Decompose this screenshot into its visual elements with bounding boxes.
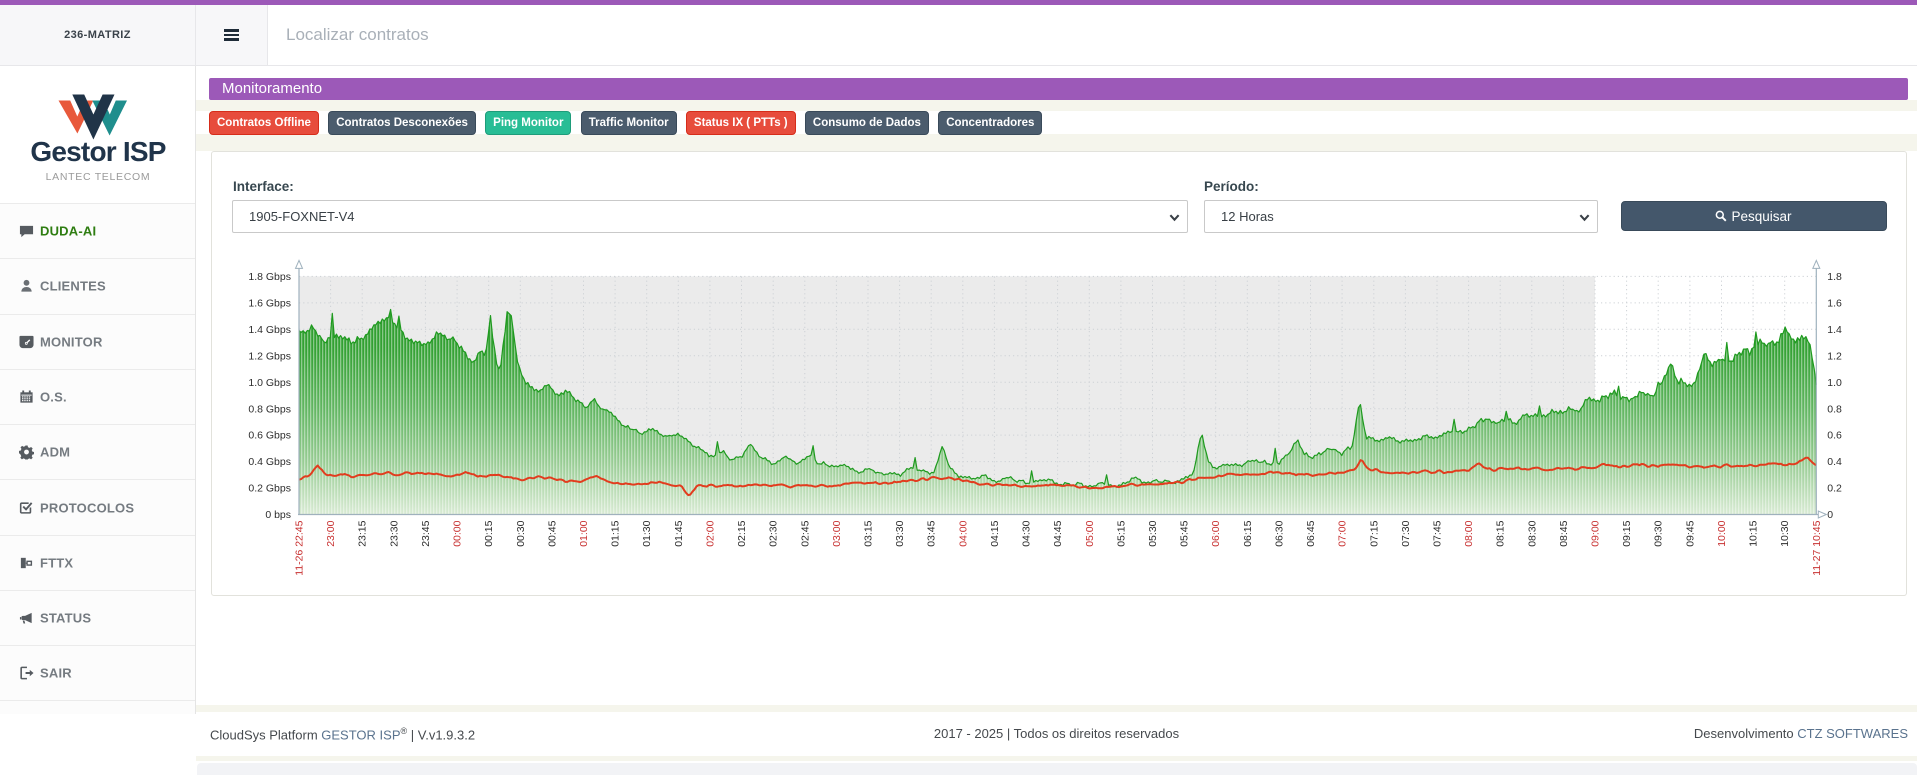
svg-text:01:30: 01:30 bbox=[641, 520, 653, 546]
svg-text:0: 0 bbox=[1827, 509, 1833, 521]
svg-text:0.6: 0.6 bbox=[1827, 430, 1842, 442]
svg-text:03:15: 03:15 bbox=[863, 520, 875, 546]
svg-text:08:00: 08:00 bbox=[1463, 520, 1475, 546]
svg-text:0 bps: 0 bps bbox=[265, 509, 291, 521]
svg-text:06:30: 06:30 bbox=[1273, 520, 1285, 546]
svg-text:00:45: 00:45 bbox=[546, 520, 558, 546]
svg-text:0.4: 0.4 bbox=[1827, 456, 1842, 468]
svg-text:01:45: 01:45 bbox=[673, 520, 685, 546]
svg-text:05:15: 05:15 bbox=[1115, 520, 1127, 546]
svg-text:0.8: 0.8 bbox=[1827, 403, 1842, 415]
svg-text:05:45: 05:45 bbox=[1179, 520, 1191, 546]
svg-text:0.8 Gbps: 0.8 Gbps bbox=[248, 403, 291, 415]
svg-text:05:30: 05:30 bbox=[1147, 520, 1159, 546]
svg-text:0.2 Gbps: 0.2 Gbps bbox=[248, 483, 291, 495]
svg-text:01:00: 01:00 bbox=[578, 520, 590, 546]
svg-text:1.2 Gbps: 1.2 Gbps bbox=[248, 350, 291, 362]
svg-text:23:30: 23:30 bbox=[388, 520, 400, 546]
svg-text:1.6 Gbps: 1.6 Gbps bbox=[248, 298, 291, 310]
svg-text:06:15: 06:15 bbox=[1242, 520, 1254, 546]
svg-text:07:15: 07:15 bbox=[1368, 520, 1380, 546]
svg-text:1.8 Gbps: 1.8 Gbps bbox=[248, 271, 291, 283]
svg-text:07:30: 07:30 bbox=[1400, 520, 1412, 546]
svg-text:23:45: 23:45 bbox=[420, 520, 432, 546]
svg-text:00:30: 00:30 bbox=[515, 520, 527, 546]
svg-text:11-26 22:45: 11-26 22:45 bbox=[294, 520, 306, 575]
svg-text:09:15: 09:15 bbox=[1621, 520, 1633, 546]
svg-text:02:30: 02:30 bbox=[768, 520, 780, 546]
svg-text:11-27 10:45: 11-27 10:45 bbox=[1811, 520, 1823, 575]
svg-text:09:30: 09:30 bbox=[1653, 520, 1665, 546]
svg-text:06:45: 06:45 bbox=[1305, 520, 1317, 546]
svg-text:09:45: 09:45 bbox=[1684, 520, 1696, 546]
svg-text:05:00: 05:00 bbox=[1084, 520, 1096, 546]
svg-text:1.0: 1.0 bbox=[1827, 377, 1842, 389]
svg-text:1.2: 1.2 bbox=[1827, 350, 1842, 362]
svg-text:03:30: 03:30 bbox=[894, 520, 906, 546]
svg-text:08:45: 08:45 bbox=[1558, 520, 1570, 546]
svg-text:02:00: 02:00 bbox=[704, 520, 716, 546]
svg-text:03:45: 03:45 bbox=[926, 520, 938, 546]
svg-text:02:45: 02:45 bbox=[799, 520, 811, 546]
svg-text:10:00: 10:00 bbox=[1716, 520, 1728, 546]
svg-text:09:00: 09:00 bbox=[1590, 520, 1602, 546]
svg-text:23:15: 23:15 bbox=[357, 520, 369, 546]
svg-text:04:45: 04:45 bbox=[1052, 520, 1064, 546]
svg-text:0.4 Gbps: 0.4 Gbps bbox=[248, 456, 291, 468]
svg-text:1.6: 1.6 bbox=[1827, 298, 1842, 310]
svg-text:0.2: 0.2 bbox=[1827, 483, 1842, 495]
svg-text:10:15: 10:15 bbox=[1748, 520, 1760, 546]
svg-text:07:00: 07:00 bbox=[1337, 520, 1349, 546]
svg-text:01:15: 01:15 bbox=[610, 520, 622, 546]
svg-text:06:00: 06:00 bbox=[1210, 520, 1222, 546]
svg-text:04:00: 04:00 bbox=[957, 520, 969, 546]
svg-text:00:15: 00:15 bbox=[483, 520, 495, 546]
svg-text:1.4: 1.4 bbox=[1827, 324, 1842, 336]
svg-text:04:30: 04:30 bbox=[1021, 520, 1033, 546]
svg-text:08:30: 08:30 bbox=[1526, 520, 1538, 546]
svg-text:10:30: 10:30 bbox=[1779, 520, 1791, 546]
svg-text:00:00: 00:00 bbox=[452, 520, 464, 546]
svg-text:03:00: 03:00 bbox=[831, 520, 843, 546]
svg-text:23:00: 23:00 bbox=[325, 520, 337, 546]
svg-text:07:45: 07:45 bbox=[1432, 520, 1444, 546]
svg-text:04:15: 04:15 bbox=[989, 520, 1001, 546]
svg-text:1.8: 1.8 bbox=[1827, 271, 1842, 283]
svg-text:08:15: 08:15 bbox=[1495, 520, 1507, 546]
svg-text:02:15: 02:15 bbox=[736, 520, 748, 546]
svg-text:1.4 Gbps: 1.4 Gbps bbox=[248, 324, 291, 336]
svg-text:0.6 Gbps: 0.6 Gbps bbox=[248, 430, 291, 442]
svg-text:1.0 Gbps: 1.0 Gbps bbox=[248, 377, 291, 389]
